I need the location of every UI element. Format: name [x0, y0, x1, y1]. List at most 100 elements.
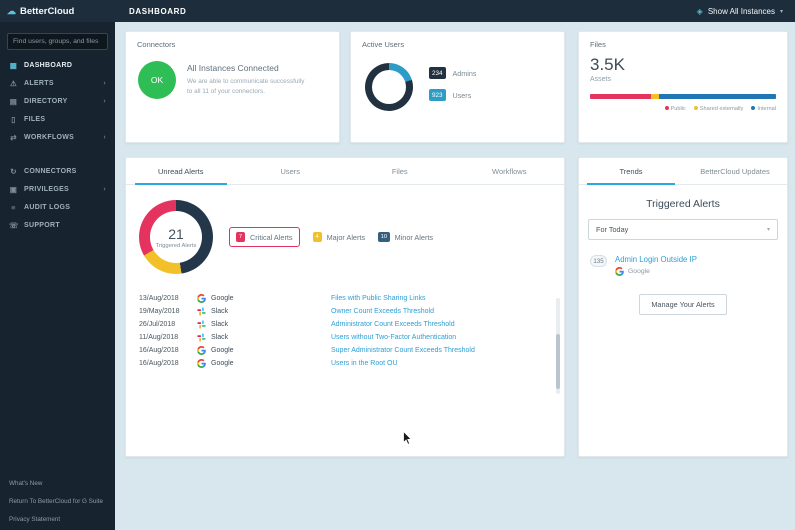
scrollbar-thumb[interactable] — [556, 334, 560, 390]
legend-minor-alerts[interactable]: 10 Minor Alerts — [378, 232, 433, 242]
legend-dot-icon — [693, 106, 698, 110]
alert-service: Google — [197, 346, 331, 355]
files-legend-internal: Internal — [751, 106, 776, 112]
legend-label: Major Alerts — [326, 232, 366, 242]
alert-service-name: Slack — [211, 308, 229, 315]
alerts-list: 13/Aug/2018 Google Files with Public Shari… — [139, 292, 552, 370]
scrollbar[interactable] — [556, 298, 560, 394]
triggered-alerts-donut-chart: 21 Triggered Alerts — [139, 200, 213, 274]
sidebar-item-label: PRIVILEGES — [24, 185, 70, 193]
sidebar-item-directory[interactable]: ▤ DIRECTORY › — [0, 92, 115, 110]
alert-date: 11/Aug/2018 — [139, 334, 179, 341]
footer-link-what-s-new[interactable]: What's New — [9, 480, 43, 487]
alerts-tab-users[interactable]: Users — [280, 167, 301, 176]
alert-row: 13/Aug/2018 Google Files with Public Shari… — [139, 292, 552, 305]
instance-selector[interactable]: ◈ Show All Instances ▾ — [697, 7, 783, 16]
alert-link[interactable]: Users without Two-Factor Authentication — [331, 334, 457, 341]
alert-service-name: Slack — [211, 321, 229, 328]
alert-link[interactable]: Files with Public Sharing Links — [331, 295, 426, 302]
files-icon: ▯ — [11, 114, 16, 124]
manage-alerts-button[interactable]: Manage Your Alerts — [639, 294, 727, 315]
connectors-status-badge: OK — [138, 61, 176, 99]
files-legend: Public Shared externally Internal — [590, 106, 776, 112]
alert-link[interactable]: Administrator Count Exceeds Threshold — [331, 321, 455, 328]
connectors-icon: ↻ — [10, 166, 17, 176]
trends-filter-value: For Today — [596, 225, 629, 234]
alert-link[interactable]: Users in the Root OU — [331, 360, 398, 367]
privileges-icon: ▣ — [9, 184, 18, 194]
trends-filter-select[interactable]: For Today ▾ — [588, 219, 778, 240]
search-input[interactable] — [7, 33, 108, 50]
active-users-donut-chart — [365, 62, 413, 111]
chevron-right-icon: › — [103, 133, 106, 141]
alert-row: 16/Aug/2018 Google Super Administrator Cou… — [139, 344, 552, 357]
app-logo[interactable]: ☁ BetterCloud — [0, 0, 115, 22]
sidebar-item-files[interactable]: ▯ FILES — [0, 110, 115, 128]
connectors-card-title: Connectors — [137, 40, 176, 49]
triggered-alerts-caption: Triggered Alerts — [155, 242, 197, 249]
sidebar-item-dashboard[interactable]: ▦ DASHBOARD — [0, 56, 115, 74]
google-icon — [615, 267, 624, 276]
slack-icon — [197, 333, 206, 342]
alert-date: 19/May/2018 — [139, 308, 180, 315]
sidebar-footer: What's New Return To BetterCloud for G Su… — [9, 469, 103, 523]
chevron-right-icon: › — [103, 97, 106, 105]
alert-date: 26/Jul/2018 — [139, 321, 176, 328]
legend-count-badge: 10 — [378, 232, 390, 242]
trends-tab-trends[interactable]: Trends — [579, 158, 683, 185]
sidebar-item-label: DIRECTORY — [24, 97, 68, 105]
sidebar-item-support[interactable]: ☏ SUPPORT — [0, 216, 115, 234]
files-total: 3.5K — [590, 55, 625, 74]
trends-panel: Trends BetterCloud Updates Triggered Aler… — [578, 157, 788, 457]
alerts-tab-files[interactable]: Files — [391, 167, 408, 176]
legend-dot-icon — [751, 106, 756, 110]
alert-service-name: Google — [211, 347, 234, 354]
slack-icon — [197, 320, 206, 329]
sidebar-item-label: FILES — [24, 115, 46, 123]
alert-row: 16/Aug/2018 Google Users in the Root OU — [139, 357, 552, 370]
active-users-card-title: Active Users — [362, 40, 405, 49]
footer-link-privacy-statement[interactable]: Privacy Statement — [9, 516, 61, 523]
donut-hole: 21 Triggered Alerts — [150, 211, 202, 263]
legend-count-badge: 4 — [312, 232, 322, 242]
audit-logs-icon: ≡ — [11, 202, 16, 212]
trend-alert-link[interactable]: Admin Login Outside IP — [615, 255, 697, 264]
page-title: DASHBOARD — [129, 6, 187, 16]
directory-icon: ▤ — [9, 96, 18, 106]
alert-service: Google — [197, 294, 331, 303]
alert-date: 16/Aug/2018 — [139, 360, 179, 367]
files-bar-segment-internal — [658, 94, 776, 99]
instance-selector-label: Show All Instances — [707, 6, 775, 16]
legend-major-alerts[interactable]: 4 Major Alerts — [312, 232, 366, 242]
legend-critical-alerts[interactable]: 7 Critical Alerts — [229, 227, 300, 247]
workflows-icon: ⇄ — [10, 132, 17, 142]
trends-tab-bettercloud-updates[interactable]: BetterCloud Updates — [700, 167, 770, 176]
active-users-card: Active Users 234 Admins 923 Users — [350, 31, 565, 143]
sidebar-item-workflows[interactable]: ⇄ WORKFLOWS › — [0, 128, 115, 146]
alerts-tab-workflows[interactable]: Workflows — [492, 167, 527, 176]
footer-link-return-to-bettercloud-for-g-suite[interactable]: Return To BetterCloud for G Suite — [9, 498, 104, 505]
triggered-alerts-total: 21 — [168, 225, 184, 242]
google-icon — [197, 294, 206, 303]
connectors-description: We are able to communicate successfully … — [187, 78, 305, 95]
sidebar-item-alerts[interactable]: ⚠ ALERTS › — [0, 74, 115, 92]
legend-label: Minor Alerts — [394, 232, 434, 242]
alert-link[interactable]: Super Administrator Count Exceeds Thresh… — [331, 347, 475, 354]
alert-service-name: Google — [211, 295, 234, 302]
alerts-tab-unread-alerts[interactable]: Unread Alerts — [126, 158, 236, 185]
sidebar-item-privileges[interactable]: ▣ PRIVILEGES › — [0, 180, 115, 198]
alerts-legend: 7 Critical Alerts 4 Major Alerts 10 Minor Ale… — [229, 227, 433, 247]
sidebar-item-audit-logs[interactable]: ≡ AUDIT LOGS — [0, 198, 115, 216]
chevron-right-icon: › — [103, 185, 106, 193]
sidebar-item-label: WORKFLOWS — [24, 133, 75, 141]
alert-link[interactable]: Owner Count Exceeds Threshold — [331, 308, 434, 315]
sidebar-item-label: ALERTS — [24, 79, 54, 87]
alert-service-name: Slack — [211, 334, 229, 341]
trend-service: Google — [615, 267, 697, 276]
sidebar-item-connectors[interactable]: ↻ CONNECTORS — [0, 162, 115, 180]
alerts-tab-bar: Unread Alerts Users Files Workflows — [126, 158, 564, 185]
trends-list: 135 Admin Login Outside IP Google — [579, 255, 787, 276]
files-total-label: Assets — [590, 76, 612, 83]
alert-service: Google — [197, 359, 331, 368]
alert-service: Slack — [197, 307, 331, 316]
